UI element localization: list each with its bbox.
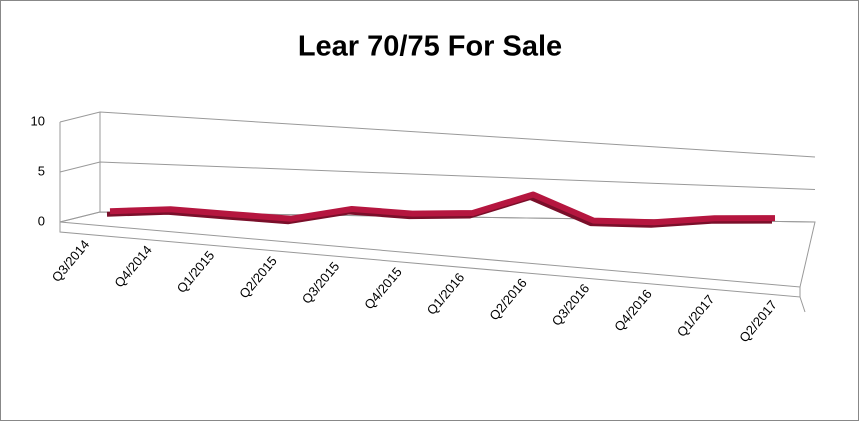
- grid-line: [59, 161, 816, 190]
- y-tick-label: 0: [38, 213, 45, 228]
- line: [109, 191, 776, 226]
- floor-edge: [799, 296, 806, 313]
- chart-title: Lear 70/75 For Sale: [298, 31, 562, 63]
- y-tick-label: 5: [38, 163, 45, 178]
- y-tick-label: 10: [31, 113, 45, 128]
- grid-line: [59, 111, 816, 158]
- floor-edge: [59, 222, 801, 298]
